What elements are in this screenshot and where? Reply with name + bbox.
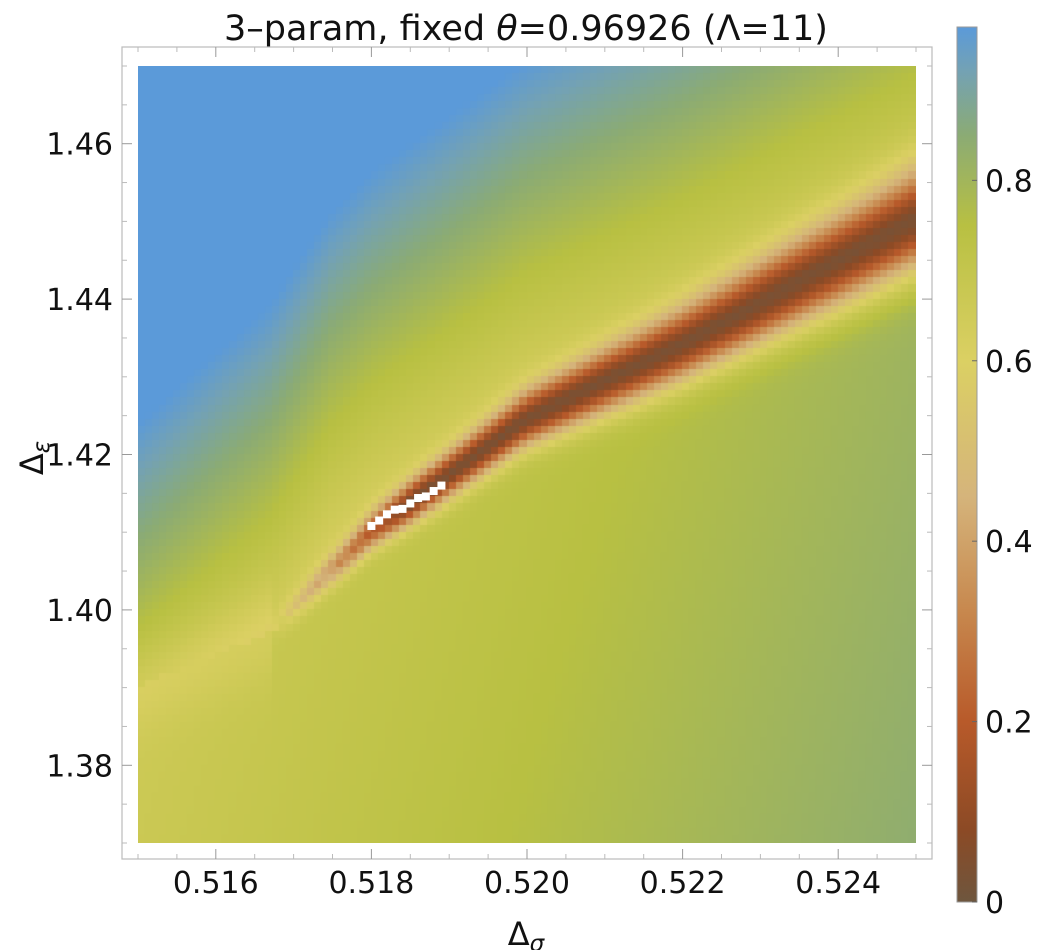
highlight-point: [375, 516, 384, 525]
x-tick-label: 0.522: [640, 866, 726, 901]
y-tick-label: 1.40: [46, 594, 113, 629]
x-axis-label-sub: σ: [530, 931, 546, 950]
highlight-point: [367, 521, 376, 530]
chart-title: 3–param, fixed θ=0.96926 (Λ=11): [224, 9, 828, 49]
x-tick-label: 0.516: [173, 866, 259, 901]
colorbar-tick-label: 0.2: [985, 706, 1033, 741]
y-axis-label-sub: ε: [29, 441, 55, 453]
highlight-point: [437, 481, 446, 490]
colorbar-ticks: 0 0.2 0.4 0.6 0.8: [972, 164, 1033, 921]
highlight-point: [429, 487, 438, 496]
x-axis: 0.516 0.518 0.520 0.522 0.524: [137, 47, 917, 901]
colorbar-tick-label: 0.8: [985, 164, 1033, 199]
heatmap-canvas: [138, 66, 916, 843]
y-tick-label: 1.38: [46, 749, 113, 784]
y-axis-label: Δε: [13, 441, 55, 475]
heatmap-area: [138, 66, 916, 843]
y-axis: 1.38 1.40 1.42 1.44 1.46: [46, 65, 932, 844]
x-axis-label: Δσ: [508, 915, 546, 950]
highlight-point: [390, 505, 399, 514]
highlight-point: [382, 510, 391, 519]
chart-title-theta: θ: [496, 9, 517, 49]
colorbar-tick-label: 0.4: [985, 525, 1033, 560]
y-tick-label: 1.42: [46, 439, 113, 474]
colorbar-tick-label: 0: [985, 886, 1004, 921]
highlight-point: [398, 504, 407, 513]
x-tick-label: 0.524: [795, 866, 881, 901]
y-axis-label-base: Δ: [13, 453, 51, 475]
x-tick-label: 0.520: [484, 866, 570, 901]
highlight-point: [421, 492, 430, 501]
x-axis-label-base: Δ: [508, 915, 530, 950]
y-tick-label: 1.46: [46, 128, 113, 163]
highlight-points: [367, 481, 446, 530]
highlight-point: [406, 499, 415, 508]
chart-title-suffix: =0.96926 (Λ=11): [518, 9, 828, 49]
y-tick-label: 1.44: [46, 283, 113, 318]
highlight-point: [414, 494, 423, 503]
x-tick-label: 0.518: [328, 866, 414, 901]
chart-title-prefix: 3–param, fixed: [224, 9, 496, 49]
colorbar: [956, 26, 978, 903]
colorbar-tick-label: 0.6: [985, 345, 1033, 380]
